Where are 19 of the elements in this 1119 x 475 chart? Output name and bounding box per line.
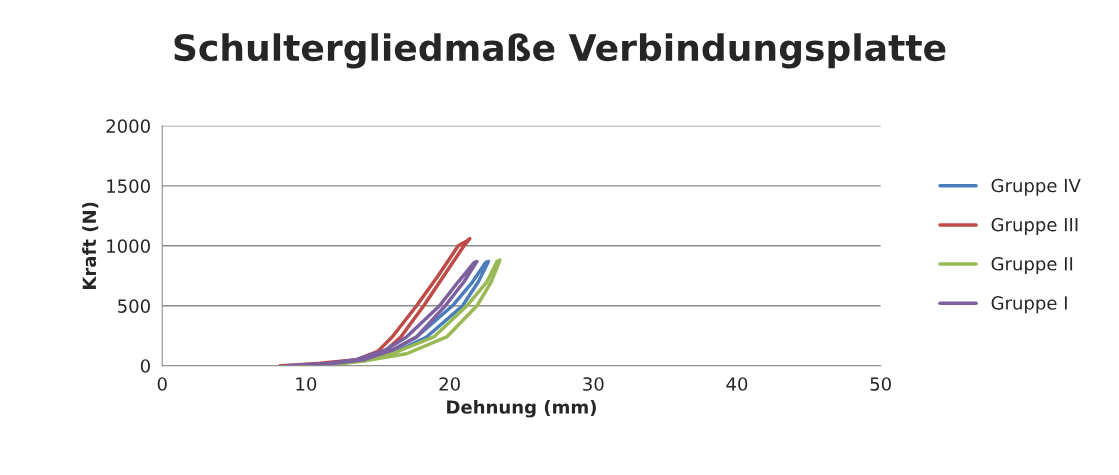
legend-label: Gruppe IV: [991, 178, 1081, 196]
y-tick-label: 0: [140, 359, 150, 373]
y-tick-label: 500: [118, 299, 150, 313]
y-tick-label: 1500: [107, 179, 150, 193]
legend-label: Gruppe II: [991, 256, 1073, 275]
x-tick-label: 10: [296, 377, 317, 391]
y-tick-label: 2000: [106, 119, 150, 133]
legend-label: Gruppe I: [991, 296, 1067, 314]
x-axis-title: Dehnung (mm): [447, 399, 596, 418]
y-tick-label: 1000: [107, 239, 150, 253]
x-tick-label: 40: [726, 377, 748, 391]
legend-label: Gruppe III: [991, 217, 1078, 235]
line-series: [285, 259, 479, 366]
chart-title: Schultergliedmaße Verbindungsplatte: [174, 33, 946, 69]
x-tick-label: 50: [870, 377, 891, 391]
x-tick-label: 0: [157, 377, 167, 391]
x-tick-label: 30: [583, 377, 604, 391]
x-tick-label: 20: [439, 377, 460, 391]
y-axis-title: Kraft (N): [82, 202, 99, 289]
